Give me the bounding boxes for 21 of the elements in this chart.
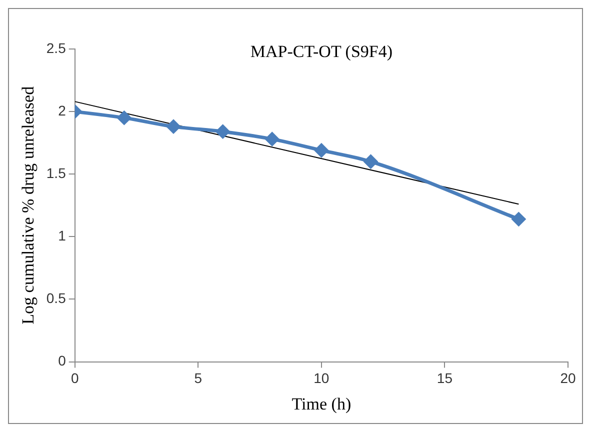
y-tick-label: 0.5 [46,290,66,306]
x-tick-label: 15 [436,370,453,386]
y-tick-label: 2.5 [46,40,66,56]
x-tick-label: 5 [194,370,202,386]
point [216,124,230,138]
point [512,212,526,226]
y-tick-label: 1.5 [46,164,66,181]
point [364,154,378,168]
x-tick-label: 0 [70,370,79,386]
chart-title: MAP-CT-OT (S9F4) [250,42,393,61]
y-tick-label: 1 [58,228,66,244]
point [265,132,279,146]
x-tick-label: 10 [314,370,330,386]
x-tick-label: 20 [560,370,576,386]
x-axis-title: Time (h) [292,394,352,414]
point [117,111,131,125]
y-tick-label: 2 [58,102,66,118]
point [166,120,180,134]
point [314,144,328,158]
y-tick-label: 0 [58,352,66,369]
y-axis-title: Log cumulative % drug unreleased [18,86,38,324]
